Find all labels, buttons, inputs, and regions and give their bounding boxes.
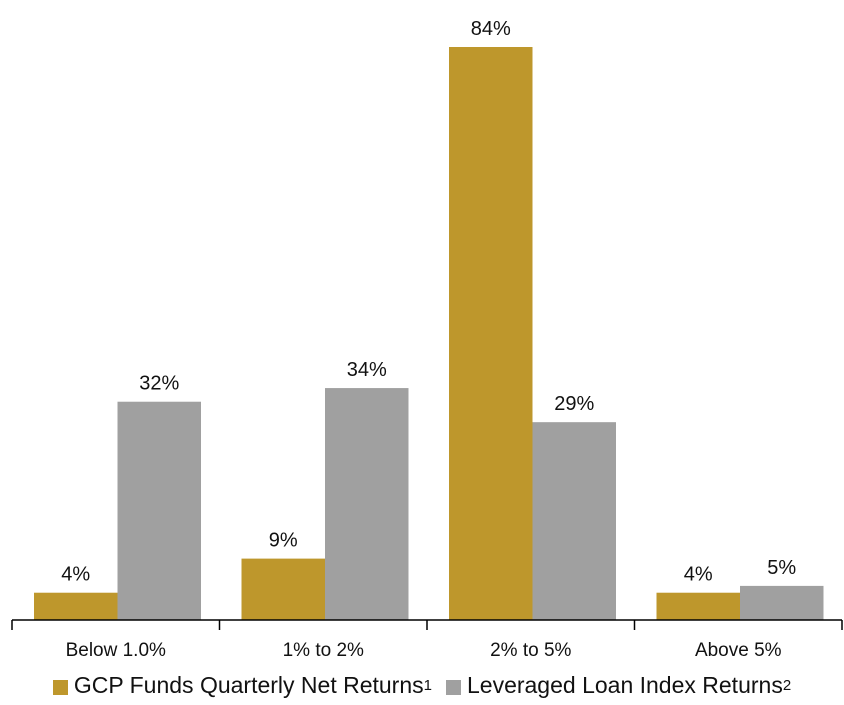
x-axis-ticks xyxy=(11,620,843,630)
tick-label-above-5: Above 5% xyxy=(695,640,782,661)
data-label-gcp-2-to-5: 84% xyxy=(471,18,511,40)
bar-loan-index-below-1-0 xyxy=(117,401,201,620)
legend-item-loan-index: Leveraged Loan Index Returns 2 xyxy=(445,672,791,699)
bar-loan-index-above-5 xyxy=(740,585,824,620)
data-label-gcp-below-1-0: 4% xyxy=(61,564,90,586)
bars-group xyxy=(34,47,824,620)
tick-label-1-to-2: 1% to 2% xyxy=(283,640,364,661)
data-label-loan-index-2-to-5: 29% xyxy=(554,393,594,415)
legend-label-gcp: GCP Funds Quarterly Net Returns xyxy=(73,672,424,698)
bar-loan-index-1-to-2 xyxy=(325,388,409,620)
data-labels-group: 4% 32% 9% 34% 84% 29% 4% 5% xyxy=(61,18,796,586)
bar-chart: 4% 32% 9% 34% 84% 29% 4% 5% Below 1.0% 1% to 2% 2… xyxy=(11,18,843,661)
tick-label-below-1-0: Below 1.0% xyxy=(66,640,166,661)
legend-item-gcp: GCP Funds Quarterly Net Returns 1 xyxy=(52,672,432,699)
bar-loan-index-2-to-5 xyxy=(532,422,616,620)
data-label-gcp-1-to-2: 9% xyxy=(269,530,298,552)
tick-label-2-to-5: 2% to 5% xyxy=(490,640,571,661)
bar-gcp-above-5 xyxy=(656,592,740,620)
legend-swatch-gcp xyxy=(52,680,68,695)
legend-label-loan-index: Leveraged Loan Index Returns xyxy=(466,672,783,698)
legend-swatch-loan-index xyxy=(445,680,461,695)
bar-gcp-2-to-5 xyxy=(449,47,533,620)
data-label-loan-index-1-to-2: 34% xyxy=(347,359,387,381)
x-axis-tick-labels: Below 1.0% 1% to 2% 2% to 5% Above 5% xyxy=(66,640,782,661)
bar-gcp-below-1-0 xyxy=(34,592,118,620)
data-label-gcp-above-5: 4% xyxy=(684,564,713,586)
data-label-loan-index-below-1-0: 32% xyxy=(139,373,179,395)
bar-gcp-1-to-2 xyxy=(241,558,325,620)
legend: GCP Funds Quarterly Net Returns 1 Leverag… xyxy=(0,672,844,705)
data-label-loan-index-above-5: 5% xyxy=(767,557,796,579)
